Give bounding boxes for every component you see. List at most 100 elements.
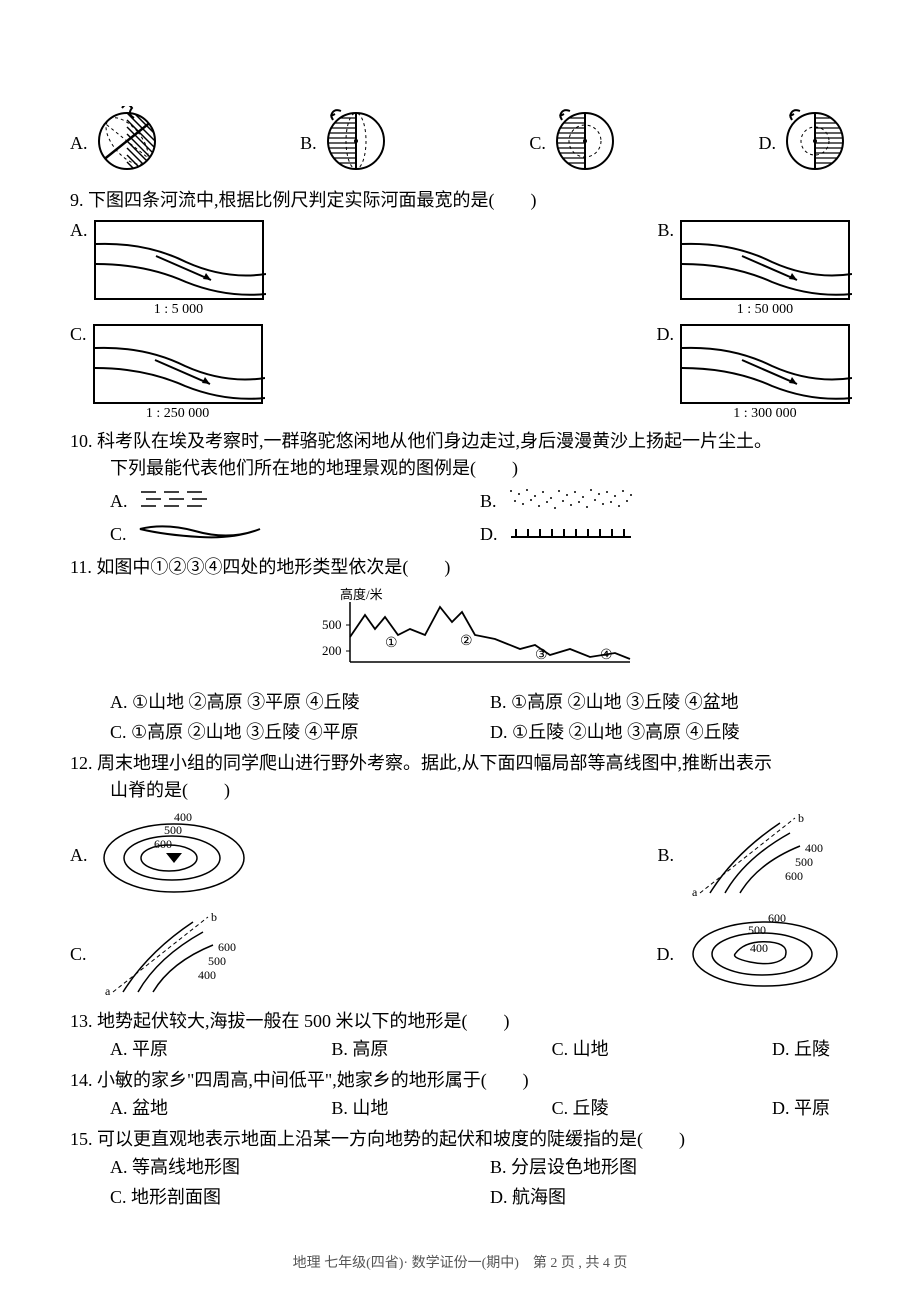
ytick-200: 200 <box>322 643 342 658</box>
q11-option-c: C. ①高原 ②山地 ③丘陵 ④平原 <box>110 718 470 744</box>
q15-option-c: C. 地形剖面图 <box>110 1183 470 1209</box>
wall-icon <box>506 523 636 546</box>
scale-label: 1 : 300 000 <box>733 406 796 422</box>
q15-option-b: B. 分层设色地形图 <box>490 1153 850 1179</box>
river-diagram-d <box>680 324 850 404</box>
option-label: C. <box>70 944 87 965</box>
ylabel: 高度/米 <box>340 587 383 602</box>
q14-option-c: C. 丘陵 <box>552 1094 609 1120</box>
option-label: D. <box>657 324 675 345</box>
q13-option-d: D. 丘陵 <box>772 1035 830 1061</box>
option-label: C. <box>529 133 546 154</box>
svg-text:a: a <box>692 885 698 898</box>
q12-option-a: A. 400 500 600 <box>70 808 264 903</box>
q12-text2: 山脊的是( ) <box>70 777 850 804</box>
q10-option-c: C. <box>110 521 480 548</box>
option-label: B. <box>480 491 497 512</box>
swamp-icon <box>136 486 246 517</box>
svg-text:600: 600 <box>154 837 172 851</box>
q14-option-b: B. 山地 <box>331 1094 388 1120</box>
ytick-500: 500 <box>322 617 342 632</box>
river-diagram-c <box>93 324 263 404</box>
marker-3: ③ <box>535 648 548 663</box>
q12-option-b: B. b a 400 500 600 <box>657 808 850 903</box>
q10-text: 10. 科考队在埃及考察时,一群骆驼悠闲地从他们身边走过,身后漫漫黄沙上扬起一片… <box>70 428 850 455</box>
q13: 13. 地势起伏较大,海拔一般在 500 米以下的地形是( ) A. 平原 B.… <box>70 1008 850 1061</box>
q14-option-a: A. 盆地 <box>110 1094 168 1120</box>
q9: 9. 下图四条河流中,根据比例尺判定实际河面最宽的是( ) A. 1 : 5 0… <box>70 187 850 422</box>
q8-option-d: D. <box>759 106 851 181</box>
globe-b-icon <box>321 106 391 181</box>
globe-c-icon <box>550 106 620 181</box>
q11-option-a: A. ①山地 ②高原 ③平原 ④丘陵 <box>110 688 470 714</box>
q8-option-a: A. <box>70 106 162 181</box>
option-label: D. <box>657 944 675 965</box>
q10-option-d: D. <box>480 521 850 548</box>
q14: 14. 小敏的家乡"四周高,中间低平",她家乡的地形属于( ) A. 盆地 B.… <box>70 1067 850 1120</box>
svg-text:b: b <box>798 811 804 825</box>
option-label: A. <box>70 220 88 241</box>
q8-option-b: B. <box>300 106 391 181</box>
scale-label: 1 : 50 000 <box>737 302 793 318</box>
q8-option-c: C. <box>529 106 620 181</box>
q12-text: 12. 周末地理小组的同学爬山进行野外考察。据此,从下面四幅局部等高线图中,推断… <box>70 750 850 777</box>
q10-text2: 下列最能代表他们所在地的地理景观的图例是( ) <box>70 455 850 482</box>
q11-option-d: D. ①丘陵 ②山地 ③高原 ④丘陵 <box>490 718 850 744</box>
svg-text:600: 600 <box>785 869 803 883</box>
q15-option-a: A. 等高线地形图 <box>110 1153 470 1179</box>
q15-text: 15. 可以更直观地表示地面上沿某一方向地势的起伏和坡度的陡缓指的是( ) <box>70 1126 850 1153</box>
option-label: A. <box>110 491 128 512</box>
q11-text: 11. 如图中①②③④四处的地形类型依次是( ) <box>70 554 850 581</box>
q13-option-c: C. 山地 <box>552 1035 609 1061</box>
river-diagram-a <box>94 220 264 300</box>
option-label: C. <box>70 324 87 345</box>
option-label: D. <box>480 524 498 545</box>
q12-option-d: D. 600 500 400 <box>657 912 851 997</box>
option-label: B. <box>657 845 674 866</box>
svg-text:400: 400 <box>174 810 192 824</box>
svg-text:400: 400 <box>198 968 216 982</box>
marker-4: ④ <box>600 648 613 663</box>
q9-option-a: A. 1 : 5 000 <box>70 220 264 318</box>
svg-text:600: 600 <box>768 912 786 925</box>
terrain-profile-chart: 高度/米 500 200 ① ② ③ ④ <box>70 587 850 682</box>
globe-a-icon <box>92 106 162 181</box>
q9-option-b: B. 1 : 50 000 <box>657 220 850 318</box>
q14-text: 14. 小敏的家乡"四周高,中间低平",她家乡的地形属于( ) <box>70 1067 850 1094</box>
page-footer: 地理 七年级(四省)· 数学证份一(期中) 第 2 页 , 共 4 页 <box>0 1252 920 1272</box>
contour-b-icon: b a 400 500 600 <box>680 808 850 903</box>
option-label: C. <box>110 524 127 545</box>
river-diagram-b <box>680 220 850 300</box>
q12: 12. 周末地理小组的同学爬山进行野外考察。据此,从下面四幅局部等高线图中,推断… <box>70 750 850 1002</box>
q9-option-c: C. 1 : 250 000 <box>70 324 263 422</box>
q15-option-d: D. 航海图 <box>490 1183 850 1209</box>
svg-text:600: 600 <box>218 940 236 954</box>
contour-a-icon: 400 500 600 <box>94 808 264 903</box>
q8-options: A. <box>70 106 850 181</box>
q10: 10. 科考队在埃及考察时,一群骆驼悠闲地从他们身边走过,身后漫漫黄沙上扬起一片… <box>70 428 850 548</box>
globe-d-icon <box>780 106 850 181</box>
q9-text: 9. 下图四条河流中,根据比例尺判定实际河面最宽的是( ) <box>70 187 850 214</box>
option-label: B. <box>657 220 674 241</box>
svg-text:b: b <box>211 910 217 924</box>
q11: 11. 如图中①②③④四处的地形类型依次是( ) 高度/米 500 200 ① … <box>70 554 850 744</box>
desert-icon <box>505 486 635 517</box>
scale-label: 1 : 250 000 <box>146 406 209 422</box>
marker-1: ① <box>385 636 398 651</box>
lake-icon <box>135 521 265 548</box>
option-label: A. <box>70 133 88 154</box>
q13-text: 13. 地势起伏较大,海拔一般在 500 米以下的地形是( ) <box>70 1008 850 1035</box>
q11-option-b: B. ①高原 ②山地 ③丘陵 ④盆地 <box>490 688 850 714</box>
q9-option-d: D. 1 : 300 000 <box>657 324 851 422</box>
q13-option-a: A. 平原 <box>110 1035 168 1061</box>
option-label: D. <box>759 133 777 154</box>
scale-label: 1 : 5 000 <box>154 302 203 318</box>
svg-text:500: 500 <box>748 923 766 937</box>
q15: 15. 可以更直观地表示地面上沿某一方向地势的起伏和坡度的陡缓指的是( ) A.… <box>70 1126 850 1209</box>
svg-text:500: 500 <box>795 855 813 869</box>
q12-option-c: C. b a 600 500 400 <box>70 907 263 1002</box>
marker-2: ② <box>460 634 473 649</box>
svg-text:500: 500 <box>164 823 182 837</box>
q14-option-d: D. 平原 <box>772 1094 830 1120</box>
option-label: A. <box>70 845 88 866</box>
